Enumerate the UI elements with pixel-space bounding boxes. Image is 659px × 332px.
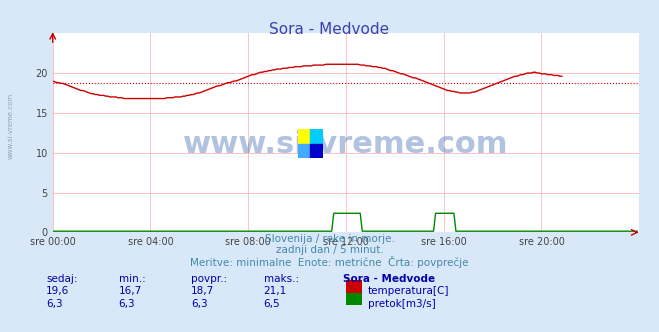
Text: Meritve: minimalne  Enote: metrične  Črta: povprečje: Meritve: minimalne Enote: metrične Črta:… — [190, 256, 469, 268]
Text: 6,5: 6,5 — [264, 299, 280, 309]
Text: Sora - Medvode: Sora - Medvode — [270, 22, 389, 37]
Text: 6,3: 6,3 — [46, 299, 63, 309]
Bar — [298, 143, 310, 158]
Text: 19,6: 19,6 — [46, 286, 69, 296]
Text: maks.:: maks.: — [264, 274, 299, 284]
Bar — [310, 129, 323, 143]
Bar — [310, 143, 323, 158]
Text: sedaj:: sedaj: — [46, 274, 78, 284]
Text: 21,1: 21,1 — [264, 286, 287, 296]
Text: povpr.:: povpr.: — [191, 274, 227, 284]
Text: 6,3: 6,3 — [119, 299, 135, 309]
Text: temperatura[C]: temperatura[C] — [368, 286, 449, 296]
Text: www.si-vreme.com: www.si-vreme.com — [8, 93, 14, 159]
Text: 16,7: 16,7 — [119, 286, 142, 296]
Bar — [298, 129, 310, 143]
Text: www.si-vreme.com: www.si-vreme.com — [183, 130, 509, 159]
Text: Sora - Medvode: Sora - Medvode — [343, 274, 435, 284]
Text: Slovenija / reke in morje.: Slovenija / reke in morje. — [264, 234, 395, 244]
Text: pretok[m3/s]: pretok[m3/s] — [368, 299, 436, 309]
Text: zadnji dan / 5 minut.: zadnji dan / 5 minut. — [275, 245, 384, 255]
Text: 18,7: 18,7 — [191, 286, 214, 296]
Text: min.:: min.: — [119, 274, 146, 284]
Text: 6,3: 6,3 — [191, 299, 208, 309]
